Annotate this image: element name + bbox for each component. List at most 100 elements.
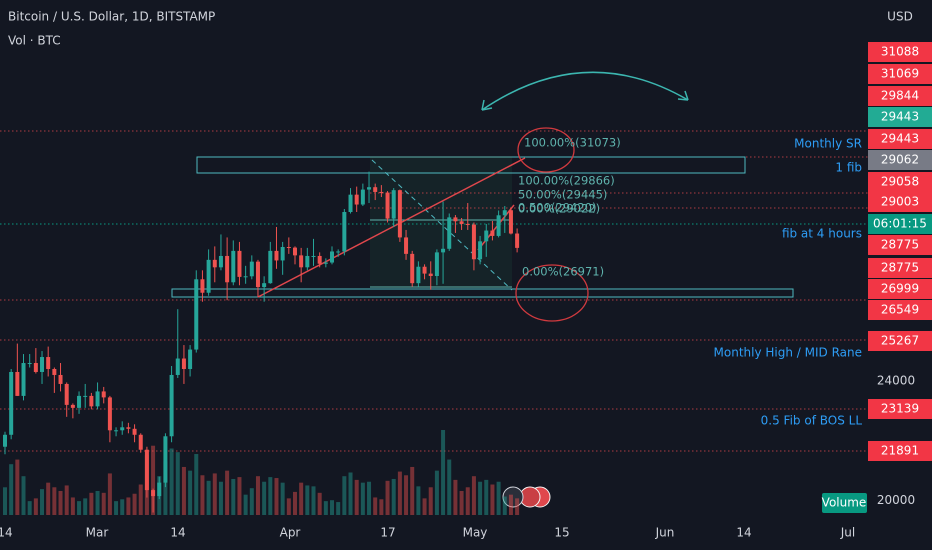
- price-label-bg: [868, 172, 932, 192]
- candle-body: [268, 250, 273, 284]
- volume-bar: [379, 499, 384, 515]
- volume-bar: [330, 500, 335, 515]
- volume-bar: [280, 482, 285, 515]
- volume-bar: [305, 485, 310, 515]
- candle-body: [27, 363, 32, 365]
- candle-body: [515, 233, 520, 248]
- volume-bar: [64, 485, 69, 515]
- candle-body: [157, 482, 162, 497]
- candle-body: [194, 279, 199, 350]
- candle-body: [441, 248, 446, 253]
- price-label: 29058: [881, 175, 919, 189]
- candle-body: [410, 253, 415, 284]
- candle-body: [138, 434, 143, 450]
- candle-body: [274, 250, 279, 261]
- volume-bar: [138, 484, 143, 515]
- price-label-bg: [868, 129, 932, 149]
- price-label: 29844: [881, 89, 919, 103]
- candle-body: [151, 490, 156, 497]
- volume-bar: [286, 498, 291, 515]
- annotation: Monthly High / MID Rane: [714, 346, 862, 360]
- candle-body: [348, 194, 353, 213]
- price-label: 29003: [881, 195, 919, 209]
- volume-label: Volume: [822, 496, 867, 510]
- volume-bar: [126, 497, 131, 515]
- volume-bar: [478, 481, 483, 515]
- price-label: 06:01:15: [873, 217, 927, 231]
- volume-bar: [515, 498, 520, 515]
- price-label: 21891: [881, 444, 919, 458]
- volume-bar: [9, 464, 14, 515]
- candle-body: [70, 404, 75, 408]
- candle-body: [496, 215, 501, 236]
- price-label-bg: [868, 214, 932, 234]
- candle-body: [200, 279, 205, 293]
- price-label: 26549: [881, 303, 919, 317]
- volume-bar: [274, 478, 279, 515]
- candle-body: [391, 190, 396, 219]
- volume-bar: [465, 487, 470, 515]
- candle-body: [52, 368, 57, 375]
- volume-bar: [237, 477, 242, 515]
- volume-bar: [416, 486, 421, 515]
- volume-bar: [397, 471, 402, 515]
- candle-body: [77, 395, 82, 408]
- volume-bar: [77, 501, 82, 515]
- candle-body: [225, 255, 230, 283]
- price-label-bg: [868, 86, 932, 106]
- volume-bar: [249, 488, 254, 515]
- price-label: 29062: [881, 153, 919, 167]
- price-label: 31069: [881, 67, 919, 81]
- volume-bar: [262, 481, 267, 515]
- fib-label: 100.00%(29866): [518, 174, 615, 188]
- y-tick-label: 24000: [877, 373, 915, 387]
- candle-body: [305, 255, 310, 268]
- price-label-bg: [868, 235, 932, 255]
- indicator-icons: [502, 486, 551, 508]
- volume-bar: [317, 492, 322, 515]
- volume-bar: [508, 494, 513, 515]
- annotation: fib at 4 hours: [782, 227, 862, 241]
- volume-bar: [490, 484, 495, 515]
- circle-mark: [515, 264, 589, 322]
- volume-bar: [410, 466, 415, 515]
- candle-body: [336, 251, 341, 253]
- dashed-trend: [371, 159, 513, 291]
- volume-bar: [441, 430, 446, 515]
- candle-body: [311, 255, 316, 257]
- candle-body: [107, 397, 112, 431]
- volume-bar: [27, 501, 32, 515]
- candle-body: [114, 430, 119, 432]
- fib-label: 50.00%(29445): [518, 188, 607, 202]
- trend-line: [257, 157, 526, 298]
- annotation: 0.5 Fib of BOS LL: [761, 414, 863, 428]
- candle-body: [434, 252, 439, 276]
- volume-bar: [336, 502, 341, 515]
- annotation: Monthly SR: [794, 137, 862, 151]
- volume-bar: [188, 470, 193, 515]
- volume-bar: [46, 482, 51, 515]
- candle-body: [120, 427, 125, 431]
- volume-bar: [391, 478, 396, 515]
- volume-bar: [15, 459, 20, 515]
- fib-label: 0.00%(29022): [518, 202, 600, 216]
- volume-bar: [385, 480, 390, 515]
- candle-body: [428, 273, 433, 276]
- candle-body: [262, 283, 267, 288]
- candle-body: [459, 221, 464, 224]
- candle-body: [237, 250, 242, 277]
- volume-bar: [360, 482, 365, 515]
- candle-body: [360, 189, 365, 205]
- axis-unit: USD: [887, 10, 913, 24]
- price-label: 29443: [881, 132, 919, 146]
- arc-arrow: [481, 71, 689, 111]
- candle-body: [255, 261, 260, 288]
- price-label-bg: [868, 331, 932, 351]
- annotation: 1 fib: [835, 161, 862, 175]
- volume-bar: [70, 497, 75, 515]
- candle-body: [101, 391, 106, 398]
- candle-body: [231, 250, 236, 283]
- price-label: 28775: [881, 261, 919, 275]
- volume-bar: [255, 476, 260, 515]
- volume-bar: [311, 486, 316, 515]
